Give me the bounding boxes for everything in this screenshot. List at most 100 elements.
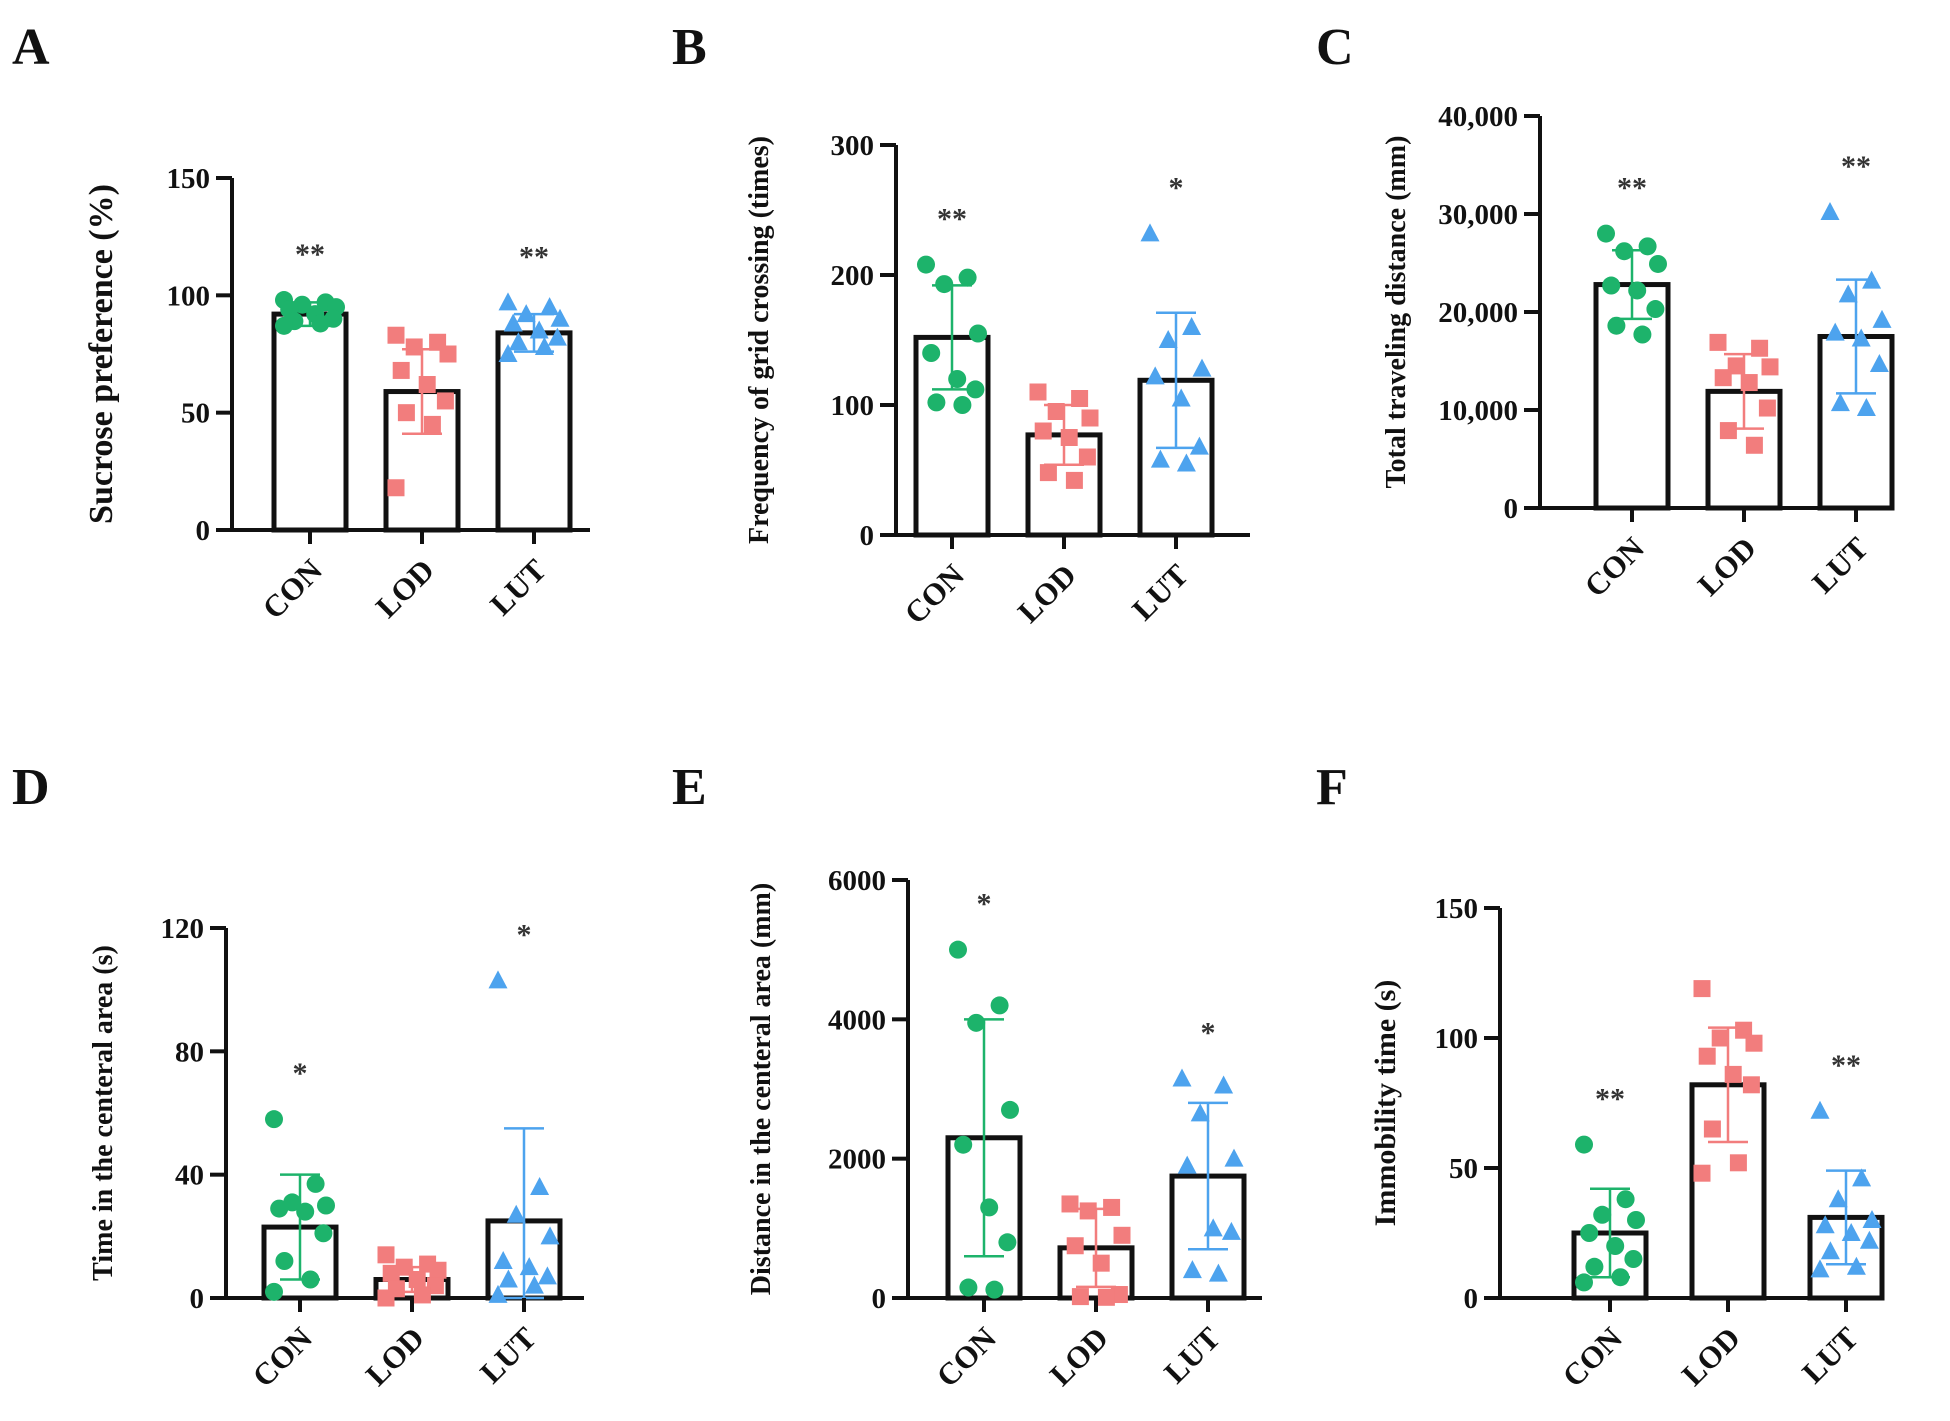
category-label-con: CON — [897, 557, 970, 630]
data-point-lut — [550, 308, 570, 327]
data-point-con — [1606, 1237, 1625, 1255]
data-point-lut — [1203, 1218, 1223, 1237]
data-point-lut — [488, 970, 508, 989]
data-point-lod — [1039, 464, 1057, 482]
data-point-con — [967, 1013, 986, 1032]
data-point-lod — [392, 361, 410, 379]
y-tick-label: 40,000 — [1438, 101, 1518, 133]
y-tick-label: 2000 — [828, 1144, 886, 1176]
data-point-con — [1580, 1224, 1599, 1242]
data-point-lut — [1851, 328, 1871, 347]
data-point-lod — [418, 376, 436, 394]
category-label-lod: LOD — [359, 1320, 431, 1392]
y-axis-label: Sucrose preference (%) — [83, 184, 120, 524]
data-point-lut — [1859, 1230, 1879, 1249]
data-point-lod — [1103, 1198, 1121, 1216]
data-point-lut — [1830, 393, 1850, 412]
data-point-lod — [1693, 980, 1711, 998]
data-point-lut — [498, 344, 518, 362]
y-tick-label: 10,000 — [1438, 395, 1518, 427]
data-point-con — [1585, 1257, 1604, 1276]
data-point-con — [270, 1199, 289, 1218]
bar-lut — [495, 330, 573, 533]
data-point-lod — [426, 1277, 444, 1295]
y-tick-label: 0 — [1464, 1283, 1479, 1315]
data-point-lod — [1724, 1065, 1742, 1083]
panel-letter-b: B — [672, 19, 707, 76]
data-point-lut — [1841, 1223, 1861, 1241]
y-tick-label: 6000 — [828, 865, 886, 897]
data-point-lod — [1742, 1076, 1760, 1094]
data-point-con — [1633, 325, 1652, 344]
y-tick-label: 300 — [831, 130, 875, 162]
y-tick-label: 4000 — [828, 1004, 886, 1036]
y-tick-label: 150 — [1435, 893, 1479, 925]
bar-con — [1593, 282, 1671, 511]
y-tick-label: 0 — [872, 1283, 887, 1315]
data-point-con — [990, 996, 1009, 1015]
data-point-con — [1615, 242, 1634, 261]
data-point-lod — [1034, 422, 1052, 440]
data-point-con — [1624, 1250, 1643, 1268]
data-point-lod — [1078, 448, 1096, 466]
data-point-con — [922, 344, 941, 362]
data-point-lut — [1182, 317, 1202, 335]
data-point-lod — [1065, 471, 1083, 489]
significance-mark-lut: ** — [1841, 150, 1871, 183]
data-point-con — [1646, 300, 1665, 319]
data-point-lod — [387, 479, 405, 497]
data-point-lod — [408, 1271, 426, 1288]
data-point-con — [969, 324, 987, 343]
data-point-lod — [429, 1261, 447, 1279]
data-point-lut — [498, 1269, 518, 1288]
data-point-lut — [1856, 398, 1876, 417]
data-point-lut — [506, 1204, 526, 1223]
data-point-lod — [1079, 1202, 1097, 1220]
category-label-lut: LUT — [473, 1320, 543, 1390]
panel-c: C 0 10,000 20,000 30,000 40,000 Total travelin… — [1316, 19, 1895, 604]
data-point-lod — [405, 338, 423, 356]
data-point-lod — [423, 415, 441, 433]
category-label-lod: LOD — [1011, 557, 1083, 629]
significance-mark-lut: ** — [519, 240, 549, 273]
data-point-lut — [524, 1275, 544, 1294]
data-point-lod — [1758, 399, 1776, 417]
data-point-lod — [1729, 1154, 1747, 1172]
data-point-lut — [1221, 1221, 1241, 1240]
data-point-con — [1628, 281, 1647, 300]
data-point-lod — [1061, 1195, 1079, 1213]
y-axis-label: Distance in the centeral area (mm) — [746, 883, 777, 1295]
data-point-lod — [1745, 436, 1763, 454]
data-point-lod — [1060, 429, 1078, 446]
data-point-lut — [493, 1251, 513, 1269]
y-tick-label: 100 — [1435, 1023, 1479, 1055]
panel-a: A 0 50 100 150 Sucrose preference (%) ** CON LOD… — [12, 19, 590, 626]
data-point-lut — [1182, 1260, 1202, 1279]
category-label-lut: LUT — [1157, 1320, 1227, 1390]
y-tick-label: 150 — [167, 163, 211, 195]
data-point-lod — [1071, 390, 1089, 407]
category-label-lut: LUT — [1795, 1320, 1865, 1390]
data-point-lut — [1820, 202, 1840, 221]
y-axis-label: Total traveling distance (mm) — [1381, 136, 1412, 489]
data-point-lod — [1071, 1288, 1089, 1306]
data-point-lod — [397, 404, 415, 422]
data-point-lut — [1828, 1189, 1848, 1208]
data-point-lut — [1852, 1168, 1872, 1187]
data-point-lod — [1719, 422, 1737, 440]
data-point-con — [1597, 224, 1615, 243]
data-point-lut — [1158, 330, 1178, 348]
data-point-lut — [530, 1177, 550, 1195]
data-point-lod — [1740, 374, 1758, 392]
data-point-lod — [1761, 358, 1779, 376]
data-point-con — [1575, 1273, 1593, 1292]
data-point-con — [306, 1174, 325, 1193]
data-point-lod — [413, 1286, 431, 1304]
category-label-lod: LOD — [1675, 1320, 1747, 1392]
panel-e: E 0 2000 4000 6000 Distance in the centeral a… — [672, 759, 1262, 1394]
category-label-con: CON — [1577, 530, 1650, 603]
category-label-con: CON — [929, 1320, 1002, 1393]
data-point-con — [1001, 1100, 1019, 1119]
data-point-lut — [534, 336, 554, 355]
data-point-lut — [1810, 1259, 1830, 1278]
